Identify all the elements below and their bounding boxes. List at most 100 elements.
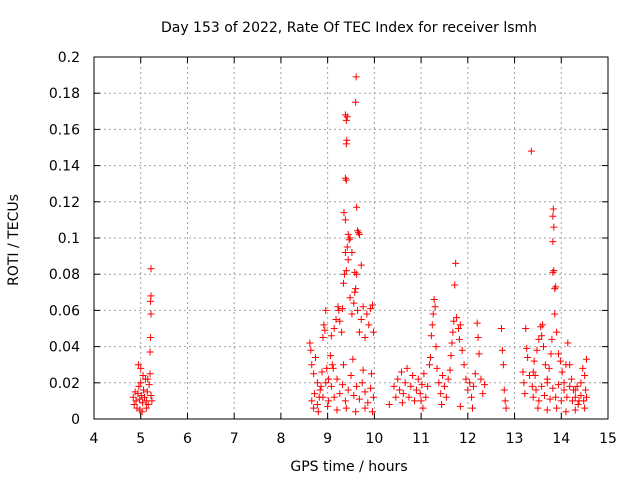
- data-point: [533, 346, 541, 354]
- data-point: [549, 268, 557, 276]
- data-point: [341, 248, 349, 256]
- data-point: [335, 306, 343, 314]
- data-point: [528, 382, 536, 390]
- data-point: [529, 393, 537, 401]
- data-point: [359, 366, 367, 374]
- y-tick-label: 0.04: [49, 340, 80, 356]
- y-axis-label: ROTI / TECUs: [6, 194, 22, 286]
- data-point: [538, 332, 546, 340]
- data-point: [549, 205, 557, 213]
- data-point: [530, 357, 538, 365]
- data-point: [548, 335, 556, 343]
- data-point: [535, 397, 543, 405]
- data-point: [345, 236, 353, 244]
- data-point: [456, 321, 464, 329]
- data-point: [368, 301, 376, 309]
- data-point: [325, 375, 333, 383]
- data-point: [442, 393, 450, 401]
- x-axis-label: GPS time / hours: [290, 459, 407, 475]
- data-point: [352, 73, 360, 81]
- data-point: [581, 404, 589, 412]
- data-point: [147, 292, 155, 300]
- data-point: [568, 375, 576, 383]
- data-point: [462, 375, 470, 383]
- data-point: [449, 328, 457, 336]
- data-point: [552, 283, 560, 291]
- data-point: [340, 270, 348, 278]
- data-point: [134, 361, 142, 369]
- x-tick-label: 13: [506, 431, 524, 447]
- data-point: [338, 328, 346, 336]
- data-point: [573, 382, 581, 390]
- data-point: [361, 388, 369, 396]
- data-point: [349, 355, 357, 363]
- data-point: [545, 364, 553, 372]
- data-point: [450, 317, 458, 325]
- data-point: [422, 393, 430, 401]
- data-point: [310, 370, 318, 378]
- data-point: [367, 305, 375, 313]
- data-point: [537, 323, 545, 331]
- data-point: [549, 384, 557, 392]
- data-point: [401, 379, 409, 387]
- data-point: [350, 299, 358, 307]
- data-point: [539, 321, 547, 329]
- data-point: [325, 397, 333, 405]
- y-tick-label: 0.16: [49, 122, 80, 138]
- data-point: [431, 303, 439, 311]
- data-point: [551, 285, 559, 293]
- data-point: [426, 353, 434, 361]
- data-point: [502, 404, 510, 412]
- data-point: [350, 391, 358, 399]
- data-point: [568, 397, 576, 405]
- x-tick-label: 4: [90, 431, 99, 447]
- data-point: [456, 402, 464, 410]
- data-point: [351, 268, 359, 276]
- data-point: [333, 375, 341, 383]
- data-point: [534, 404, 542, 412]
- data-point: [308, 397, 316, 405]
- data-point: [147, 310, 155, 318]
- data-point: [354, 229, 362, 237]
- data-point: [500, 386, 508, 394]
- data-point: [448, 339, 456, 347]
- data-point: [344, 230, 352, 238]
- data-point: [145, 381, 153, 389]
- data-point: [144, 401, 152, 409]
- data-point: [475, 350, 483, 358]
- data-point: [451, 281, 459, 289]
- data-point: [134, 390, 142, 398]
- data-point: [342, 267, 350, 275]
- x-tick-label: 14: [552, 431, 570, 447]
- data-point: [353, 203, 361, 211]
- data-point: [369, 393, 377, 401]
- data-point: [341, 174, 349, 182]
- data-point: [129, 393, 137, 401]
- data-point: [416, 390, 424, 398]
- y-tick-label: 0.02: [49, 376, 80, 392]
- data-point: [435, 379, 443, 387]
- data-point: [524, 353, 532, 361]
- data-point: [557, 397, 565, 405]
- data-point: [342, 116, 350, 124]
- data-point: [522, 325, 530, 332]
- data-point: [339, 381, 347, 389]
- data-point: [546, 395, 554, 403]
- data-point: [579, 364, 587, 372]
- data-point: [354, 306, 362, 314]
- data-point: [352, 285, 360, 293]
- data-point: [529, 368, 537, 376]
- data-point: [318, 368, 326, 376]
- data-point: [417, 397, 425, 405]
- data-point: [432, 343, 440, 351]
- data-point: [336, 390, 344, 398]
- data-point: [549, 212, 557, 220]
- data-point: [307, 346, 315, 354]
- data-point: [341, 216, 349, 224]
- x-tick-label: 6: [183, 431, 192, 447]
- data-point: [452, 259, 460, 267]
- data-point: [140, 386, 148, 394]
- data-point: [553, 328, 561, 336]
- data-point: [538, 382, 546, 390]
- data-point: [344, 256, 352, 264]
